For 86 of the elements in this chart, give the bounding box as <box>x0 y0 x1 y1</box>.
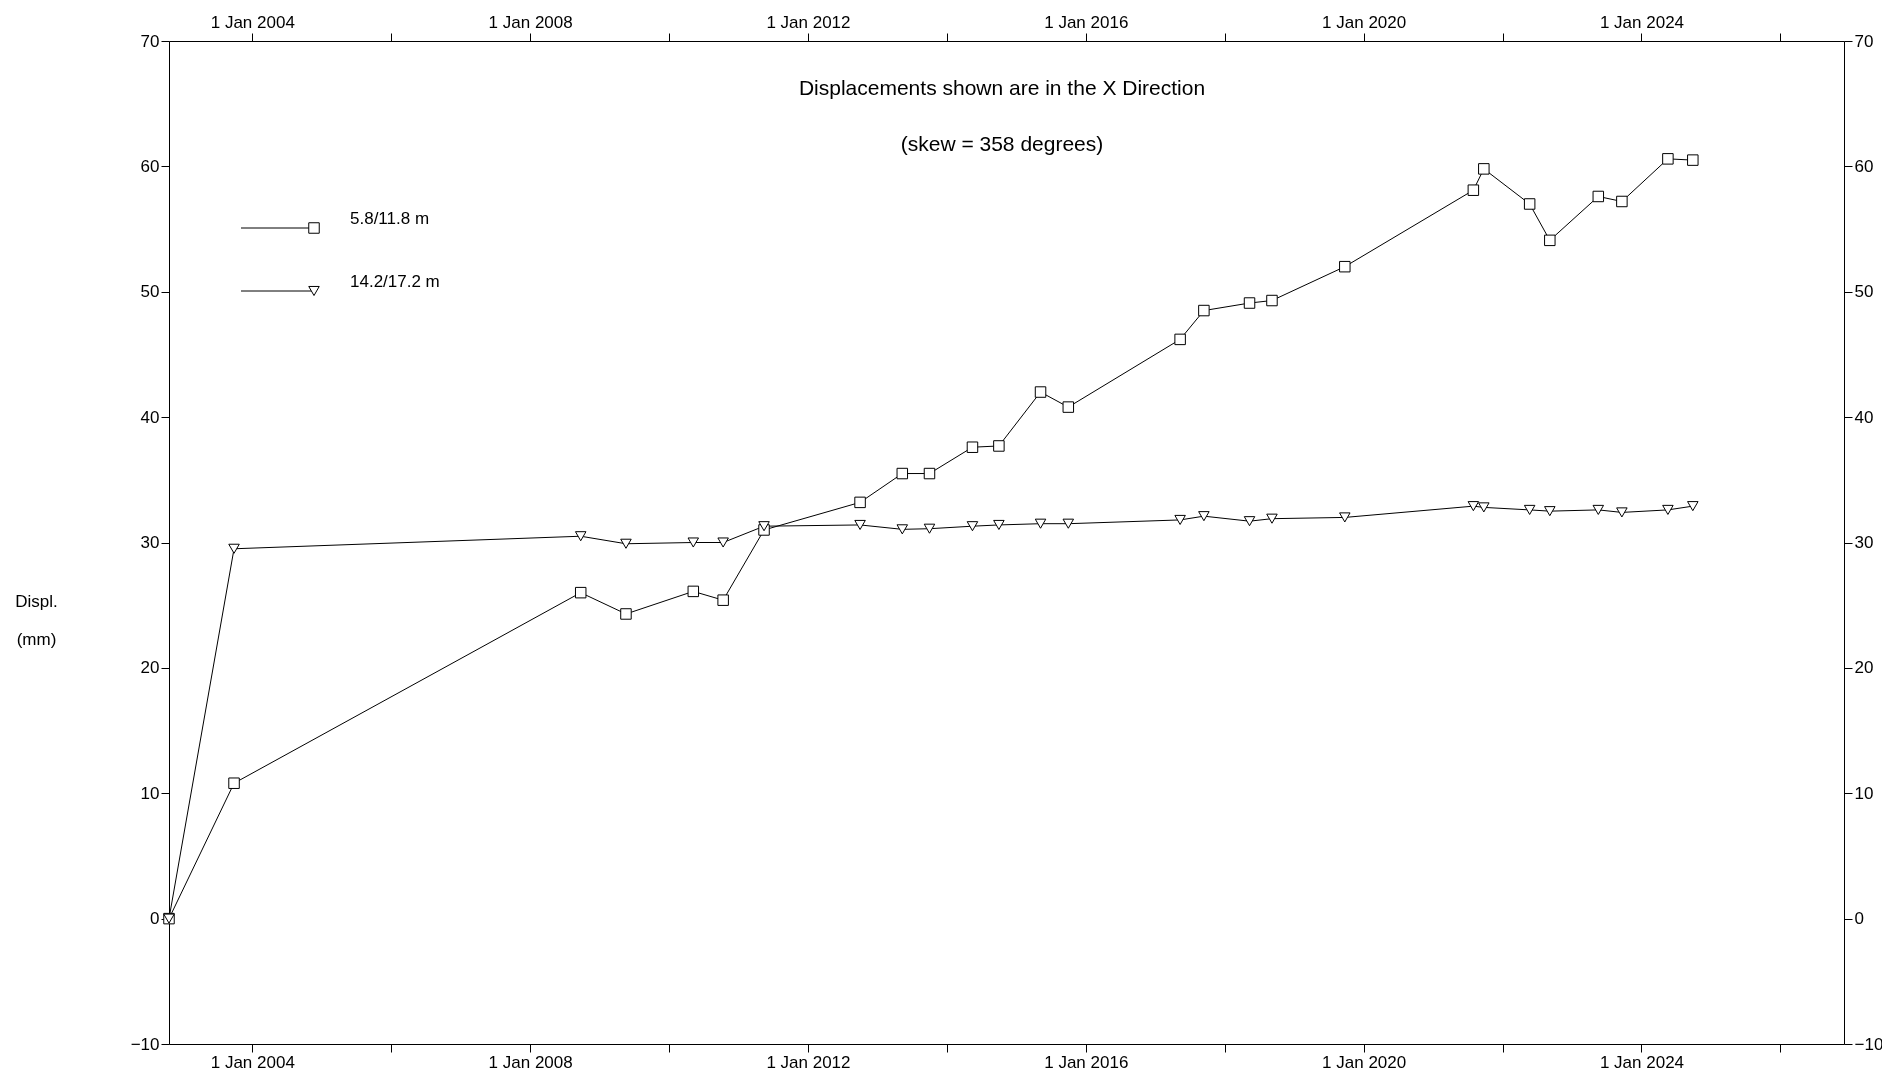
y2-tick-label: 50 <box>1854 282 1874 302</box>
point <box>1339 260 1351 273</box>
point <box>228 543 240 554</box>
x-tick-label: 1 Jan 2016 <box>1044 1052 1129 1072</box>
y2-tick-label: 0 <box>1854 909 1864 929</box>
y-tick-label: 70 <box>140 31 160 51</box>
point <box>1523 198 1536 210</box>
point <box>1592 190 1605 203</box>
point <box>1174 333 1186 346</box>
y-tick-label: 20 <box>140 658 160 678</box>
legend-label: 14.2/17.2 m <box>350 272 440 291</box>
x-tick-label: 1 Jan 2024 <box>1599 1052 1685 1072</box>
point <box>717 594 729 606</box>
point <box>1467 184 1480 196</box>
point <box>620 608 632 620</box>
x2-tick-label: 1 Jan 2012 <box>766 12 851 32</box>
y-tick-label: 10 <box>140 783 160 803</box>
point <box>923 523 936 534</box>
y2-tick-label: 70 <box>1854 31 1874 51</box>
x2-tick-label: 1 Jan 2024 <box>1599 12 1685 32</box>
y2-tick-label: 30 <box>1854 533 1874 552</box>
legend-label: 5.8/11.8 m <box>350 209 430 228</box>
point <box>1062 518 1075 529</box>
point <box>1662 504 1674 515</box>
y-tick-label: 0 <box>150 909 160 929</box>
y2-tick-label: 10 <box>1854 783 1874 803</box>
text: Displacements shown are in the X Direction <box>798 76 1206 99</box>
point <box>1478 163 1490 175</box>
point <box>1544 234 1556 247</box>
point <box>574 586 587 599</box>
point <box>1592 504 1605 515</box>
point <box>1034 386 1047 398</box>
point <box>620 538 632 549</box>
x2-tick-label: 1 Jan 2004 <box>210 12 295 32</box>
y2-tick-label: −10 <box>1854 1034 1882 1054</box>
point <box>1174 514 1186 525</box>
point <box>1243 516 1256 527</box>
x-tick-label: 1 Jan 2012 <box>766 1052 851 1072</box>
point <box>228 777 240 789</box>
point <box>758 521 770 532</box>
point <box>923 467 936 480</box>
x-tick-label: 1 Jan 2004 <box>210 1052 295 1072</box>
point <box>1243 297 1256 309</box>
point <box>993 440 1005 452</box>
point <box>966 441 979 453</box>
point <box>1523 504 1536 515</box>
point <box>717 537 729 548</box>
point <box>1198 511 1210 522</box>
point <box>1339 512 1351 523</box>
point <box>1687 501 1699 512</box>
x-tick-label: 1 Jan 2008 <box>488 1052 573 1072</box>
y2-tick-label: 40 <box>1854 407 1874 427</box>
y-tick-label: 60 <box>140 156 160 176</box>
point <box>1198 304 1210 317</box>
point <box>1662 153 1674 165</box>
point <box>854 496 866 509</box>
point <box>854 519 866 530</box>
point <box>1616 507 1628 518</box>
y-tick-label: 40 <box>140 407 160 427</box>
text: (skew = 358 degrees) <box>900 132 1104 155</box>
point <box>1544 506 1556 517</box>
y2-tick-label: 20 <box>1854 658 1874 678</box>
y2-tick-label: 60 <box>1854 156 1874 176</box>
y-tick-label: 30 <box>140 533 160 552</box>
y-axis-title: Displ. (mm) <box>15 591 58 649</box>
point <box>896 467 909 480</box>
point <box>687 585 700 598</box>
point <box>966 521 979 532</box>
point <box>1687 154 1699 166</box>
point <box>574 531 587 542</box>
point <box>1266 294 1278 307</box>
point <box>1467 501 1480 512</box>
y-tick-label: 50 <box>140 282 160 302</box>
point <box>896 524 909 535</box>
point <box>1062 401 1075 413</box>
x-tick-label: 1 Jan 2020 <box>1322 1052 1407 1072</box>
point <box>687 537 700 548</box>
x2-tick-label: 1 Jan 2016 <box>1044 12 1129 32</box>
point <box>1034 518 1047 529</box>
point <box>1266 513 1278 524</box>
x2-tick-label: 1 Jan 2020 <box>1322 12 1407 32</box>
point <box>1616 195 1628 208</box>
x2-tick-label: 1 Jan 2008 <box>488 12 573 32</box>
point <box>993 519 1005 530</box>
y-tick-label: −10 <box>130 1034 160 1054</box>
point <box>1478 502 1490 513</box>
